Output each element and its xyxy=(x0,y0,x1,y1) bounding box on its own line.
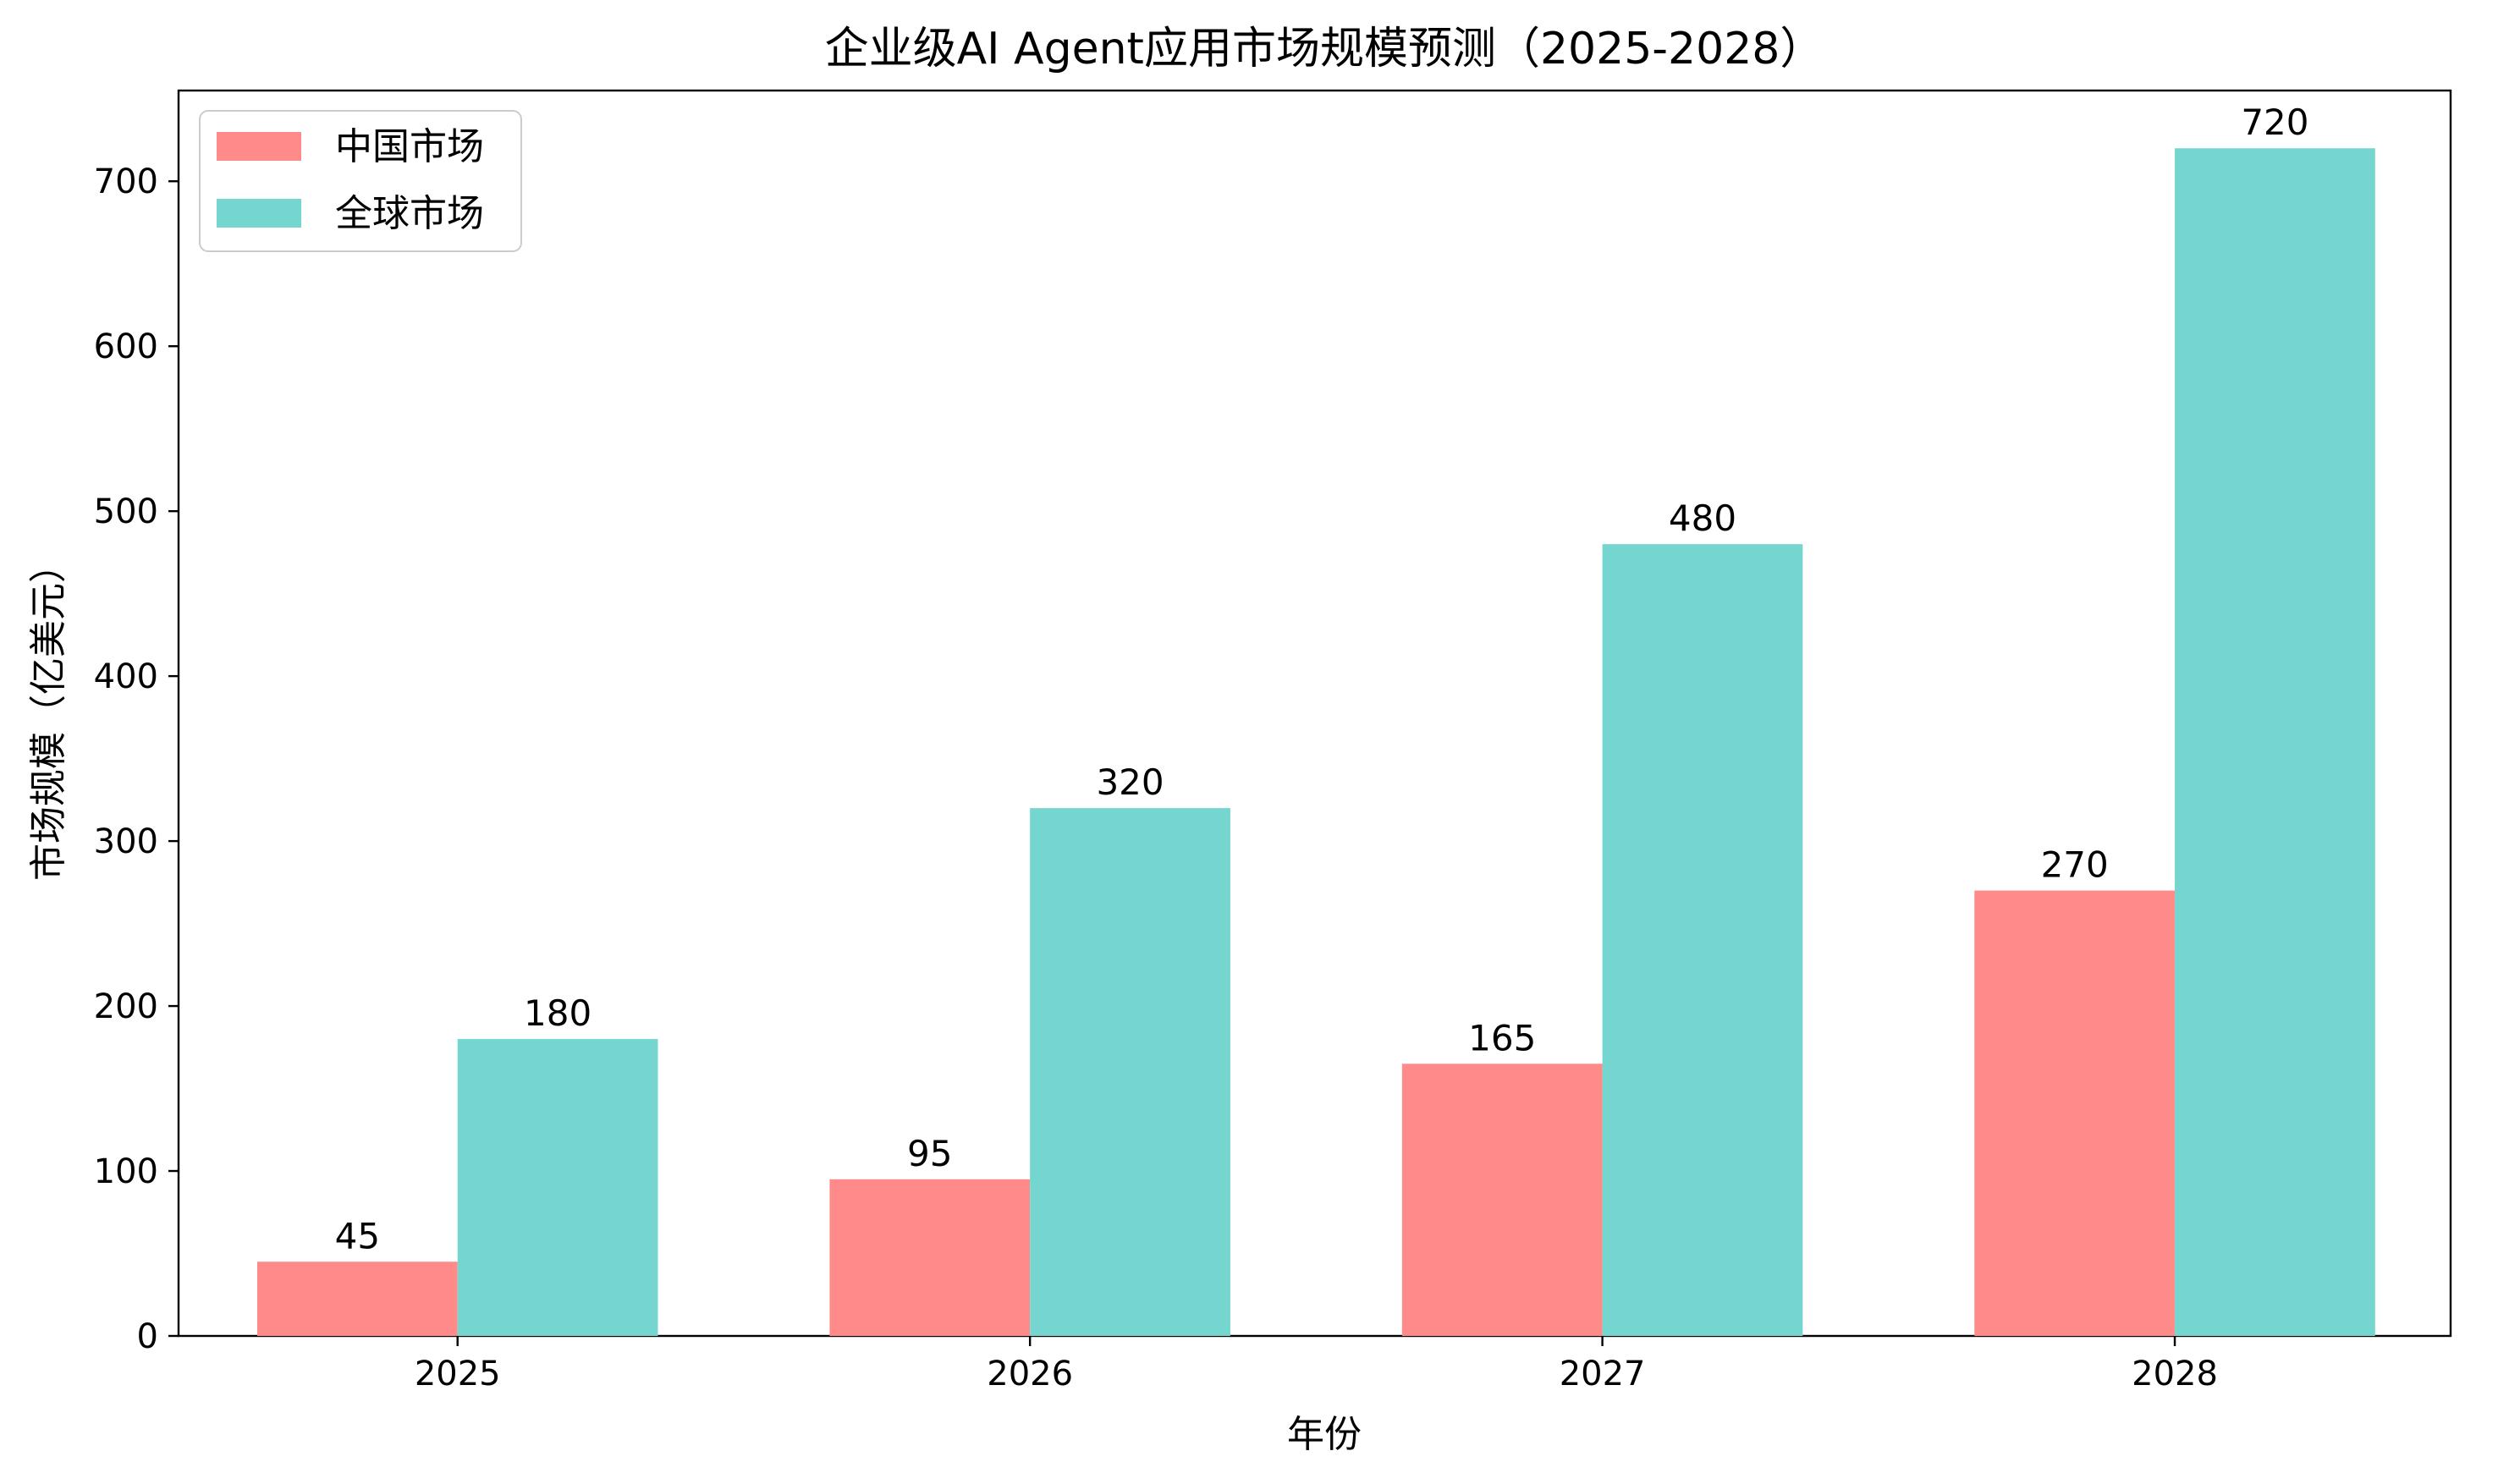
y-tick-label-100: 100 xyxy=(94,1152,158,1191)
y-tick-label-400: 400 xyxy=(94,657,158,696)
y-tick-label-700: 700 xyxy=(94,162,158,201)
y-tick-label-200: 200 xyxy=(94,987,158,1026)
value-label-china-2025: 45 xyxy=(335,1215,380,1256)
y-tick-label-500: 500 xyxy=(94,492,158,531)
bar-global-2027 xyxy=(1602,544,1803,1336)
legend-swatch-china xyxy=(217,132,301,161)
value-label-china-2026: 95 xyxy=(907,1133,952,1174)
y-tick-label-300: 300 xyxy=(94,822,158,861)
legend: 中国市场 全球市场 xyxy=(199,110,522,252)
chart-title: 企业级AI Agent应用市场规模预测（2025-2028） xyxy=(825,24,1824,74)
bars-group xyxy=(256,148,2375,1337)
x-tick-label-2025: 2025 xyxy=(415,1355,501,1393)
value-labels-group: 45 180 95 320 165 480 270 720 xyxy=(335,102,2309,1256)
x-tick-label-2027: 2027 xyxy=(1560,1355,1646,1393)
bar-global-2025 xyxy=(457,1039,658,1336)
plot-area: 45 180 95 320 165 480 270 720 xyxy=(177,89,2452,1338)
legend-swatch-global xyxy=(217,199,301,228)
value-label-global-2025: 180 xyxy=(524,992,591,1034)
x-tick-label-2026: 2026 xyxy=(987,1355,1073,1393)
legend-label-china: 中国市场 xyxy=(335,125,484,168)
y-tick-label-0: 0 xyxy=(137,1317,158,1356)
y-axis: 0 100 200 300 400 500 600 700 xyxy=(94,162,179,1356)
value-label-china-2027: 165 xyxy=(1468,1017,1536,1058)
x-axis-label: 年份 xyxy=(1287,1413,1362,1456)
y-tick-label-600: 600 xyxy=(94,327,158,366)
bar-china-2028 xyxy=(1974,890,2176,1336)
bar-china-2027 xyxy=(1401,1064,1603,1336)
bar-china-2026 xyxy=(829,1179,1031,1336)
y-axis-label: 市场规模（亿美元） xyxy=(27,546,70,881)
plot-frame xyxy=(177,89,2452,1338)
bar-global-2026 xyxy=(1030,808,1230,1336)
value-label-global-2027: 480 xyxy=(1669,497,1736,539)
value-label-china-2028: 270 xyxy=(2041,844,2109,886)
x-axis: 2025 2026 2027 2028 xyxy=(415,1336,2218,1393)
value-label-global-2026: 320 xyxy=(1096,761,1164,803)
bar-global-2028 xyxy=(2175,148,2375,1337)
x-tick-label-2028: 2028 xyxy=(2132,1355,2218,1393)
legend-label-global: 全球市场 xyxy=(335,192,484,235)
bar-china-2025 xyxy=(256,1261,458,1336)
value-label-global-2028: 720 xyxy=(2241,102,2308,143)
